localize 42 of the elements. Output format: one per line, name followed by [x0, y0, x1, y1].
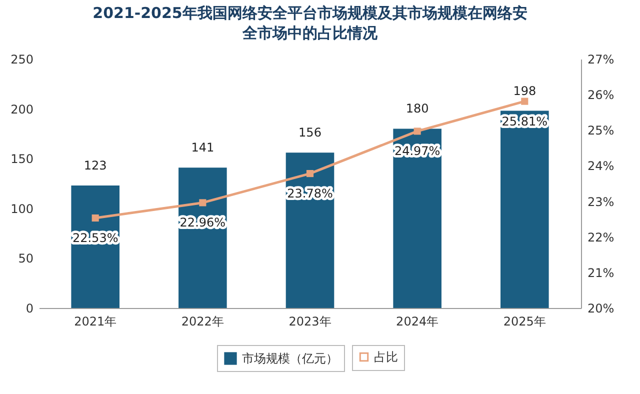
y2-tick-label: 25% — [588, 124, 614, 138]
y-tick-label: 100 — [10, 202, 34, 216]
bar — [71, 185, 120, 308]
y-tick-label: 200 — [10, 102, 34, 116]
point — [199, 199, 206, 206]
y2-tick-label: 20% — [588, 302, 614, 316]
y2-tick-label: 24% — [588, 159, 614, 174]
legend-label: 占比 — [374, 350, 398, 364]
point — [306, 170, 314, 178]
data-label: 23.78% — [287, 186, 333, 201]
point — [414, 128, 421, 135]
data-label: 198 — [513, 84, 536, 98]
y-tick-label: 0 — [26, 302, 34, 316]
x-tick-label: 2025年 — [503, 314, 546, 328]
y-tick-label: 50 — [18, 252, 34, 266]
legend-label: 市场规模（亿元） — [242, 352, 338, 366]
data-label: 24.97% — [394, 144, 440, 158]
y-tick-label: 250 — [10, 52, 34, 66]
data-label: 156 — [298, 126, 322, 140]
x-tick-label: 2022年 — [181, 314, 224, 328]
x-tick-label: 2023年 — [288, 314, 332, 328]
data-label: 141 — [191, 140, 214, 155]
y2-tick-label: 26% — [588, 88, 614, 102]
bar — [500, 110, 549, 308]
point — [521, 98, 528, 105]
chart-title: 2021-2025年我国网络安全平台市场规模及其市场规模在网络安全市场中的占比情况 — [92, 4, 528, 42]
x-tick-label: 2024年 — [396, 314, 439, 328]
x-tick-label: 2021年 — [74, 314, 117, 328]
data-label: 22.96% — [180, 216, 226, 230]
data-label: 22.53% — [72, 231, 118, 246]
bar — [393, 128, 442, 308]
point — [92, 214, 99, 222]
data-label: 25.81% — [502, 114, 548, 128]
bar — [286, 152, 334, 308]
y-tick-label: 150 — [10, 152, 34, 166]
data-label: 123 — [84, 158, 107, 172]
bar — [178, 168, 227, 308]
y2-tick-label: 27% — [588, 52, 614, 66]
data-label: 180 — [406, 102, 429, 116]
y2-tick-label: 23% — [588, 194, 614, 209]
y2-tick-label: 21% — [588, 266, 614, 280]
y2-tick-label: 22% — [588, 230, 614, 244]
